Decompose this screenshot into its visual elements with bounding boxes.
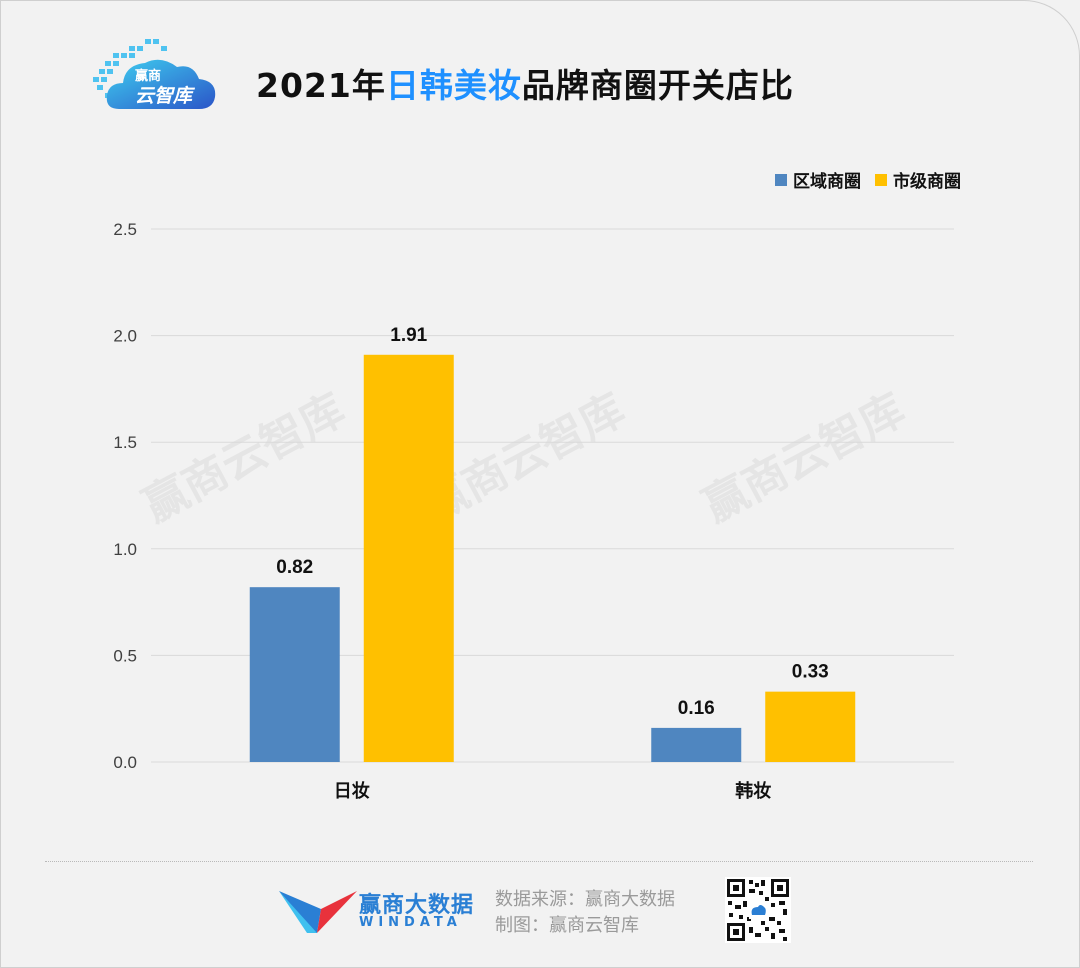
watermark-text: 赢商云智库 — [695, 384, 913, 532]
y-tick-label: 2.0 — [113, 327, 137, 346]
title-highlight: 日韩美妆 — [385, 66, 522, 105]
data-label: 0.16 — [678, 698, 715, 719]
legend-label-series1: 区域商圈 — [793, 172, 861, 192]
data-label: 1.91 — [390, 325, 427, 346]
x-category-label: 韩妆 — [735, 780, 771, 802]
chart-title: 2021年日韩美妆品牌商圈开关店比 — [256, 59, 794, 107]
legend-swatch-series1 — [775, 173, 787, 186]
logo-line1: 赢商 — [135, 69, 162, 84]
y-tick-label: 2.5 — [113, 220, 137, 239]
data-label: 0.33 — [792, 662, 829, 683]
windata-brand-en: WINDATA — [359, 915, 462, 930]
bar-chart: 赢商云智库 赢商云智库 赢商云智库0.00.51.01.52.02.50.821.9… — [113, 220, 954, 802]
y-tick-label: 1.0 — [113, 540, 137, 559]
bar-2 — [363, 354, 454, 762]
data-label: 0.82 — [276, 557, 313, 578]
y-tick-label: 0.5 — [113, 646, 137, 665]
made-by-text: 制图：赢商云智库 — [495, 915, 639, 936]
bar-1 — [651, 727, 742, 762]
legend-swatch-series2 — [875, 173, 887, 186]
logo-line2: 云智库 — [135, 85, 193, 107]
x-category-label: 日妆 — [334, 780, 370, 802]
title-prefix: 2021年 — [256, 66, 386, 105]
footer-divider — [45, 861, 1033, 862]
yingshang-cloud-logo — [93, 39, 216, 109]
windata-logo-icon — [279, 891, 357, 933]
bar-1 — [249, 587, 340, 762]
legend-item-series1: 区域商圈 — [775, 167, 861, 192]
chart-legend: 区域商圈 市级商圈 — [775, 167, 961, 192]
windata-brand-cn: 赢商大数据 — [359, 893, 475, 918]
title-suffix: 品牌商圈开关店比 — [521, 66, 794, 105]
bar-2 — [765, 691, 856, 762]
source-text: 数据来源：赢商大数据 — [495, 889, 675, 910]
footer-source: 数据来源：赢商大数据 制图：赢商云智库 — [495, 887, 675, 939]
watermark-text: 赢商云智库 — [135, 384, 353, 532]
legend-label-series2: 市级商圈 — [893, 172, 961, 192]
legend-item-series2: 市级商圈 — [875, 167, 961, 192]
y-tick-label: 1.5 — [113, 433, 137, 452]
y-tick-label: 0.0 — [113, 753, 137, 772]
qr-code-icon — [725, 877, 791, 943]
